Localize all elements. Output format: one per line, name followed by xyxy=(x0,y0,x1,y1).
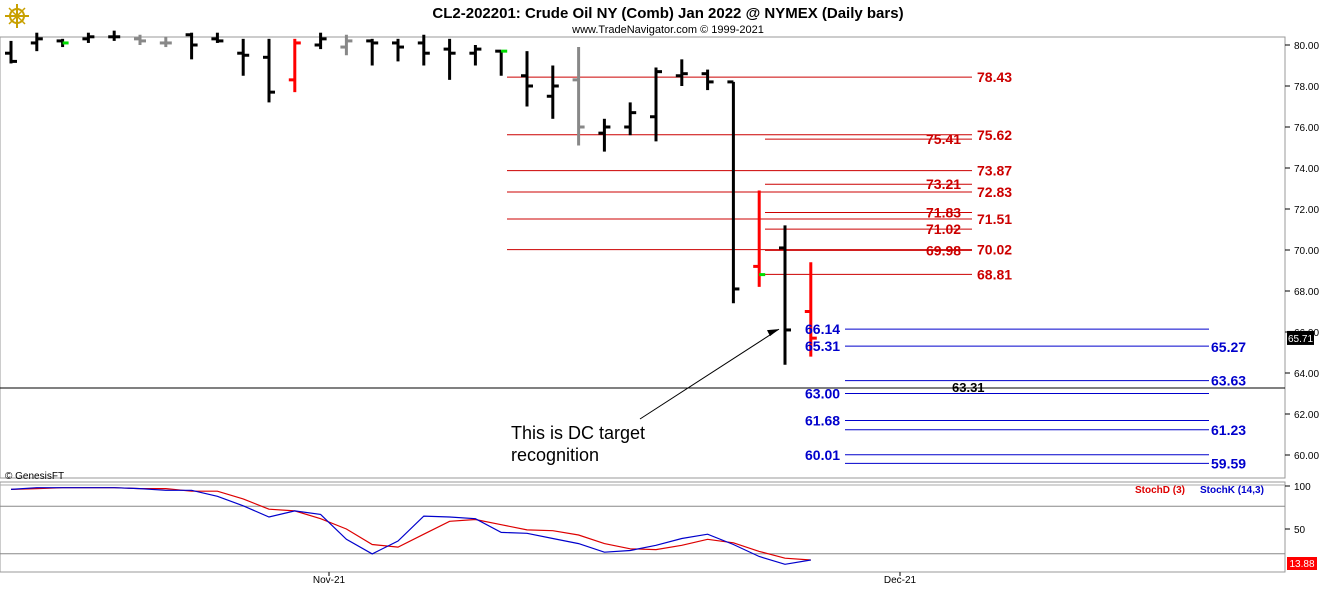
legend-stoch-k: StochK (14,3) xyxy=(1200,485,1264,496)
target-level-label: 71.51 xyxy=(977,211,1012,227)
target-level-label: 60.01 xyxy=(805,447,840,463)
target-level-label: 75.62 xyxy=(977,127,1012,143)
legend-stoch-d: StochD (3) xyxy=(1135,485,1185,496)
target-level-label: 68.81 xyxy=(977,266,1012,282)
target-level-label: 69.98 xyxy=(926,242,961,258)
x-tick-label: Dec-21 xyxy=(884,575,917,586)
ship-helm-icon xyxy=(5,4,29,28)
target-level-label: 70.02 xyxy=(977,242,1012,258)
stoch-series-line xyxy=(10,487,811,565)
chart-title: CL2-202201: Crude Oil NY (Comb) Jan 2022… xyxy=(432,5,903,22)
y-tick-label: 74.00 xyxy=(1294,164,1319,175)
target-level-label: 73.21 xyxy=(926,176,961,192)
target-level-label: 59.59 xyxy=(1211,455,1246,471)
last-price-value: 65.71 xyxy=(1288,334,1313,345)
target-level-label: 75.41 xyxy=(926,131,961,147)
target-level-label: 63.63 xyxy=(1211,373,1246,389)
target-level-label: 66.14 xyxy=(805,321,840,337)
target-level-label: 72.83 xyxy=(977,184,1012,200)
stoch-y-tick-label: 50 xyxy=(1294,525,1306,536)
target-level-label: 73.87 xyxy=(977,163,1012,179)
y-tick-label: 76.00 xyxy=(1294,123,1319,134)
target-level-label: 61.68 xyxy=(805,413,840,429)
target-level-label: 78.43 xyxy=(977,69,1012,85)
target-level-label: 61.23 xyxy=(1211,422,1246,438)
target-level-label: 65.31 xyxy=(805,338,840,354)
stoch-last-badge xyxy=(1287,557,1317,570)
annotation-line-1: This is DC target xyxy=(511,423,645,443)
target-level-label: 71.02 xyxy=(926,221,961,237)
annotation-arrow-line xyxy=(639,328,780,420)
y-tick-label: 70.00 xyxy=(1294,246,1319,257)
stoch-last-value: 13.88 xyxy=(1289,559,1314,570)
target-level-label: 63.00 xyxy=(805,386,840,402)
x-tick-label: Nov-21 xyxy=(313,575,346,586)
stoch-y-tick-label: 100 xyxy=(1294,482,1311,493)
price-panel-frame xyxy=(0,36,1286,479)
y-tick-label: 68.00 xyxy=(1294,287,1319,298)
target-level-label: 71.83 xyxy=(926,204,961,220)
y-tick-label: 78.00 xyxy=(1294,82,1319,93)
stoch-panel-frame xyxy=(0,481,1286,573)
level-label-black: 63.31 xyxy=(952,380,985,395)
y-tick-label: 72.00 xyxy=(1294,205,1319,216)
y-tick-label: 62.00 xyxy=(1294,410,1319,421)
watermark: © GenesisFT xyxy=(5,471,64,482)
chart-subtitle: www.TradeNavigator.com © 1999-2021 xyxy=(571,24,764,36)
y-tick-label: 64.00 xyxy=(1294,369,1319,380)
target-level-label: 65.27 xyxy=(1211,339,1246,355)
y-tick-label: 60.00 xyxy=(1294,451,1319,462)
y-tick-label: 80.00 xyxy=(1294,41,1319,52)
last-price-badge xyxy=(1287,330,1314,345)
annotation-arrow-head xyxy=(767,329,779,337)
stoch-series-line xyxy=(10,487,811,561)
annotation-line-2: recognition xyxy=(511,445,599,465)
